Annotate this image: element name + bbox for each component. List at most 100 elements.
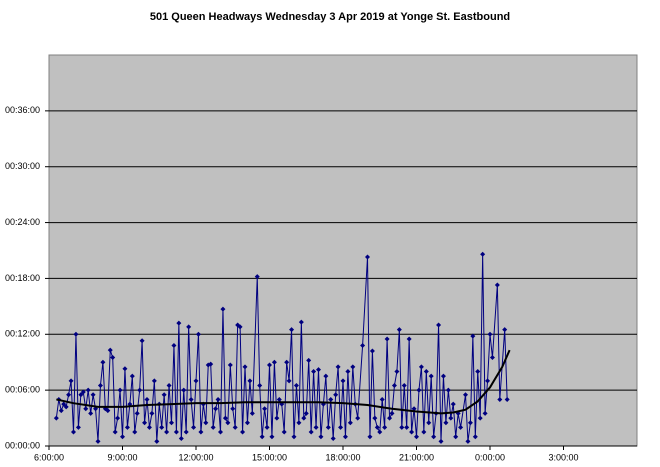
- y-tick-label: 00:06:00: [5, 385, 40, 395]
- x-tick-label: 0:00:00: [475, 452, 505, 462]
- marker: [188, 396, 194, 402]
- marker: [232, 424, 238, 430]
- marker: [173, 429, 179, 435]
- marker: [66, 392, 72, 398]
- marker: [431, 434, 437, 440]
- marker: [465, 438, 471, 444]
- marker: [306, 357, 312, 363]
- marker: [401, 382, 407, 388]
- marker: [416, 387, 422, 393]
- marker: [355, 415, 361, 421]
- marker: [347, 420, 353, 426]
- marker: [448, 415, 454, 421]
- marker: [186, 324, 192, 330]
- marker: [298, 319, 304, 325]
- marker: [365, 254, 370, 260]
- trend-line: [56, 349, 511, 415]
- marker: [480, 251, 486, 257]
- marker: [409, 429, 415, 435]
- marker: [472, 434, 478, 440]
- marker: [330, 436, 336, 442]
- marker: [215, 396, 221, 402]
- y-tick-label: 00:30:00: [5, 161, 40, 171]
- marker: [90, 392, 96, 398]
- marker: [134, 410, 140, 416]
- marker: [161, 392, 167, 398]
- marker: [203, 420, 209, 426]
- marker: [178, 436, 184, 442]
- marker: [129, 373, 135, 379]
- marker: [139, 338, 145, 344]
- marker: [240, 429, 246, 435]
- marker: [423, 369, 429, 375]
- marker: [154, 438, 160, 444]
- marker: [379, 396, 385, 402]
- marker: [193, 378, 199, 384]
- marker: [151, 378, 157, 384]
- marker: [71, 429, 76, 435]
- marker: [450, 401, 456, 407]
- marker: [269, 434, 275, 440]
- marker: [394, 369, 400, 375]
- marker: [301, 415, 307, 421]
- marker: [387, 415, 393, 421]
- marker: [249, 410, 255, 416]
- marker: [262, 406, 268, 412]
- marker: [195, 331, 201, 337]
- marker: [421, 429, 427, 435]
- marker: [384, 336, 390, 342]
- marker: [445, 387, 451, 393]
- marker: [80, 389, 86, 395]
- marker: [146, 424, 152, 430]
- marker: [377, 429, 383, 435]
- marker: [112, 429, 118, 435]
- marker: [142, 420, 148, 426]
- marker: [286, 378, 292, 384]
- marker: [369, 348, 375, 354]
- marker: [328, 396, 334, 402]
- y-tick-label: 00:00:00: [5, 440, 40, 450]
- marker: [411, 406, 417, 412]
- marker: [458, 424, 464, 430]
- y-tick-label: 00:24:00: [5, 217, 40, 227]
- marker: [120, 434, 125, 440]
- marker: [406, 336, 412, 342]
- marker: [274, 415, 280, 421]
- marker: [477, 415, 483, 421]
- marker: [225, 420, 231, 426]
- marker: [291, 434, 297, 440]
- marker: [183, 429, 189, 435]
- marker: [311, 369, 317, 375]
- marker: [63, 404, 69, 410]
- marker: [58, 408, 64, 414]
- marker: [428, 373, 434, 379]
- marker: [73, 331, 79, 337]
- marker: [414, 434, 419, 440]
- marker: [325, 424, 331, 430]
- marker: [399, 424, 405, 430]
- marker: [504, 396, 510, 402]
- marker: [494, 282, 500, 288]
- marker: [318, 434, 324, 440]
- marker: [436, 322, 442, 328]
- marker: [276, 396, 282, 402]
- x-tick-label: 6:00:00: [34, 452, 64, 462]
- marker: [404, 424, 410, 430]
- x-tick-label: 3:00:00: [548, 452, 578, 462]
- marker: [382, 424, 388, 430]
- marker: [132, 429, 138, 435]
- marker: [95, 438, 101, 444]
- marker: [222, 415, 228, 421]
- marker: [470, 333, 476, 339]
- marker: [284, 359, 290, 365]
- marker: [159, 424, 165, 430]
- marker: [426, 420, 432, 426]
- marker: [166, 382, 172, 388]
- marker: [313, 424, 319, 430]
- marker: [293, 382, 299, 388]
- x-tick-label: 21:00:00: [399, 452, 434, 462]
- marker: [497, 396, 503, 402]
- marker: [335, 364, 341, 370]
- marker: [181, 387, 187, 393]
